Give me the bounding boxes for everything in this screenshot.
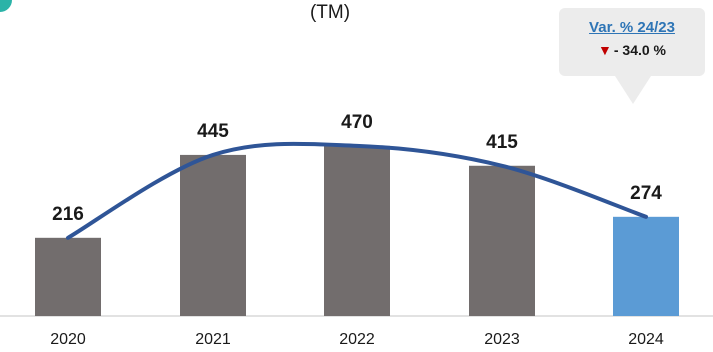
data-label-2023: 415: [486, 132, 518, 153]
variation-callout: [559, 8, 705, 76]
data-label-2020: 216: [52, 204, 84, 225]
bar-2020: [35, 237, 101, 316]
x-tick-label-2024: 2024: [628, 331, 664, 348]
x-tick-label-2020: 2020: [50, 331, 86, 348]
callout-arrow-stem: [625, 68, 641, 78]
x-tick-label-2021: 2021: [195, 331, 231, 348]
x-tick-label-2022: 2022: [339, 331, 375, 348]
unit-label: (TM): [309, 2, 351, 23]
bar-2021: [180, 154, 246, 316]
bar-2022: [324, 145, 390, 316]
x-tick-label-2023: 2023: [484, 331, 520, 348]
callout-value-row: ▼ - 34.0 %: [559, 42, 705, 58]
trend-line: [66, 141, 648, 240]
callout-title: Var. % 24/23: [589, 19, 675, 36]
bar-2024: [613, 216, 679, 316]
callout-value: - 34.0 %: [613, 42, 666, 58]
callout-arrow: [615, 76, 651, 104]
data-label-2021: 445: [197, 121, 229, 142]
down-triangle-icon: ▼: [598, 42, 612, 58]
data-label-2022: 470: [341, 112, 373, 133]
data-label-2024: 274: [630, 183, 662, 204]
bar-2023: [469, 165, 535, 316]
